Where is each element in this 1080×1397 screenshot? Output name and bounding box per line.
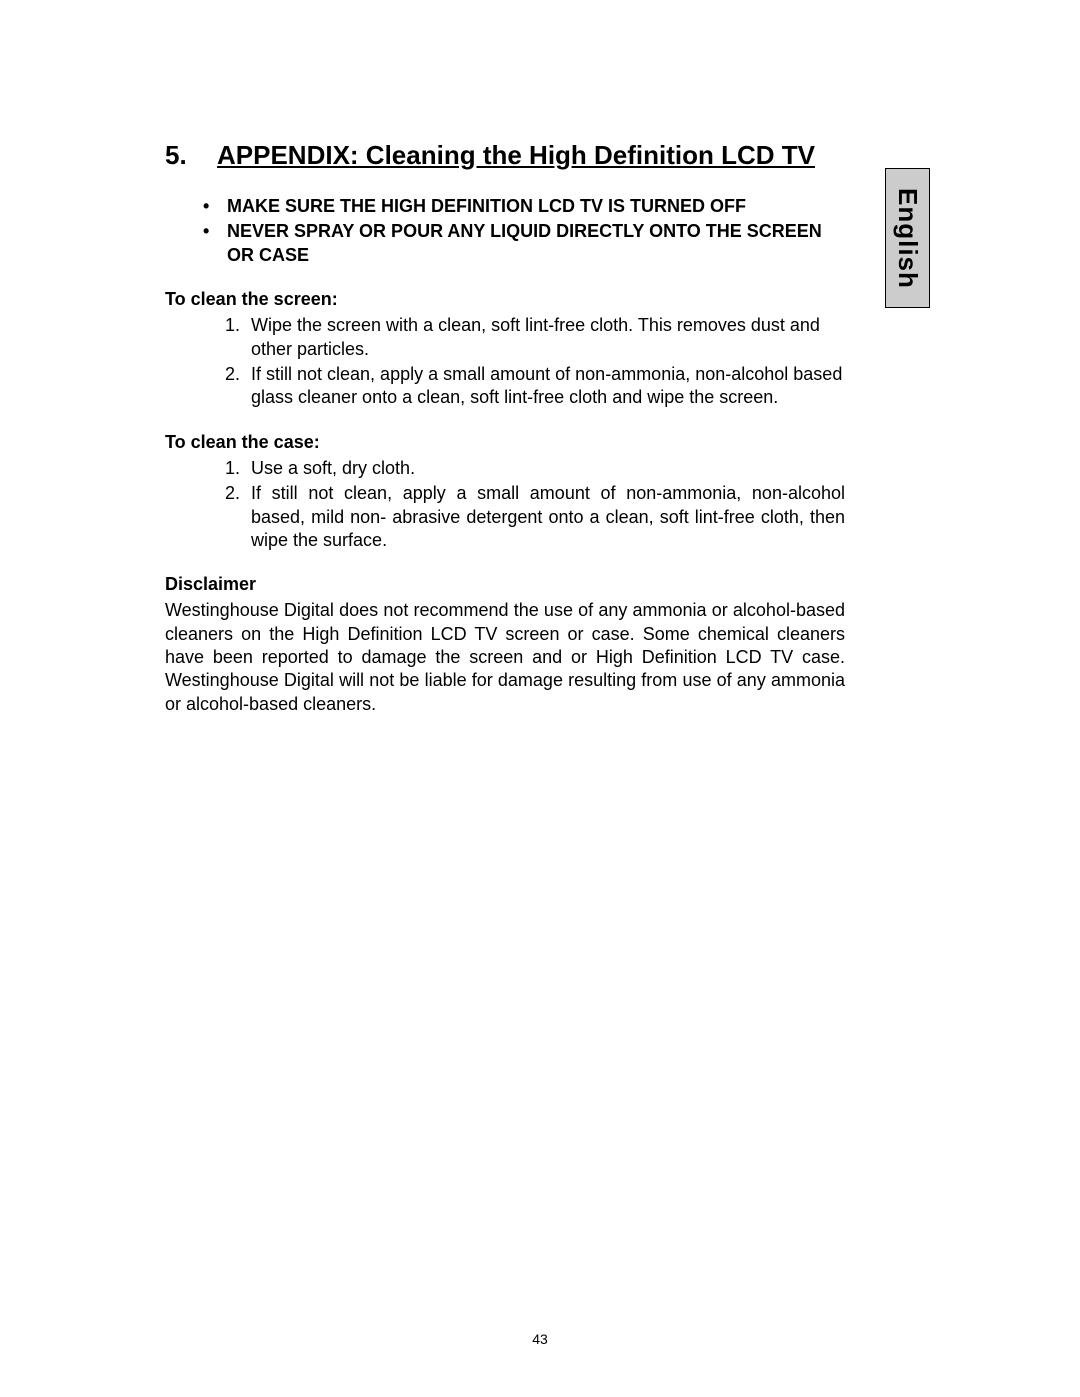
warning-item: MAKE SURE THE HIGH DEFINITION LCD TV IS … [203, 195, 823, 218]
section-number: 5. [165, 140, 217, 171]
clean-case-heading: To clean the case: [165, 432, 915, 453]
warning-item: NEVER SPRAY OR POUR ANY LIQUID DIRECTLY … [203, 220, 823, 267]
clean-case-steps: Use a soft, dry cloth. If still not clea… [165, 457, 845, 553]
list-item: If still not clean, apply a small amount… [225, 363, 845, 410]
section-title-text: APPENDIX: Cleaning the High Definition L… [217, 140, 815, 170]
warning-list: MAKE SURE THE HIGH DEFINITION LCD TV IS … [165, 195, 915, 267]
list-item: If still not clean, apply a small amount… [225, 482, 845, 552]
clean-screen-heading: To clean the screen: [165, 289, 915, 310]
language-tab-label: English [892, 188, 923, 289]
language-tab: English [885, 168, 930, 308]
disclaimer-body: Westinghouse Digital does not recommend … [165, 599, 845, 716]
list-item: Wipe the screen with a clean, soft lint-… [225, 314, 845, 361]
disclaimer-heading: Disclaimer [165, 574, 915, 595]
section-title: 5.APPENDIX: Cleaning the High Definition… [165, 140, 915, 171]
manual-page: English 5.APPENDIX: Cleaning the High De… [0, 0, 1080, 1397]
list-item: Use a soft, dry cloth. [225, 457, 845, 480]
page-number: 43 [0, 1331, 1080, 1347]
clean-screen-steps: Wipe the screen with a clean, soft lint-… [165, 314, 845, 410]
